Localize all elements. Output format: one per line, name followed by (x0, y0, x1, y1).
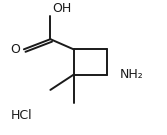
Text: HCl: HCl (11, 109, 32, 122)
Text: O: O (11, 43, 21, 56)
Text: NH₂: NH₂ (120, 68, 144, 81)
Text: OH: OH (52, 2, 71, 15)
